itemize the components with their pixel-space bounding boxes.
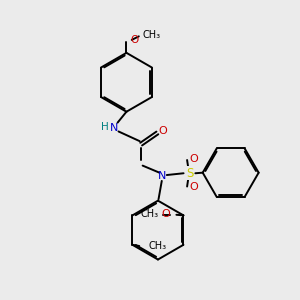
Text: CH₃: CH₃	[141, 209, 159, 219]
Text: CH₃: CH₃	[148, 241, 167, 251]
Text: O: O	[131, 35, 139, 45]
Text: N: N	[158, 171, 166, 181]
Text: H: H	[101, 122, 109, 132]
Text: S: S	[186, 167, 193, 180]
Text: N: N	[110, 123, 118, 133]
Text: O: O	[162, 209, 170, 219]
Text: O: O	[189, 182, 198, 192]
Text: O: O	[158, 126, 167, 136]
Text: O: O	[189, 154, 198, 164]
Text: CH₃: CH₃	[142, 30, 161, 40]
